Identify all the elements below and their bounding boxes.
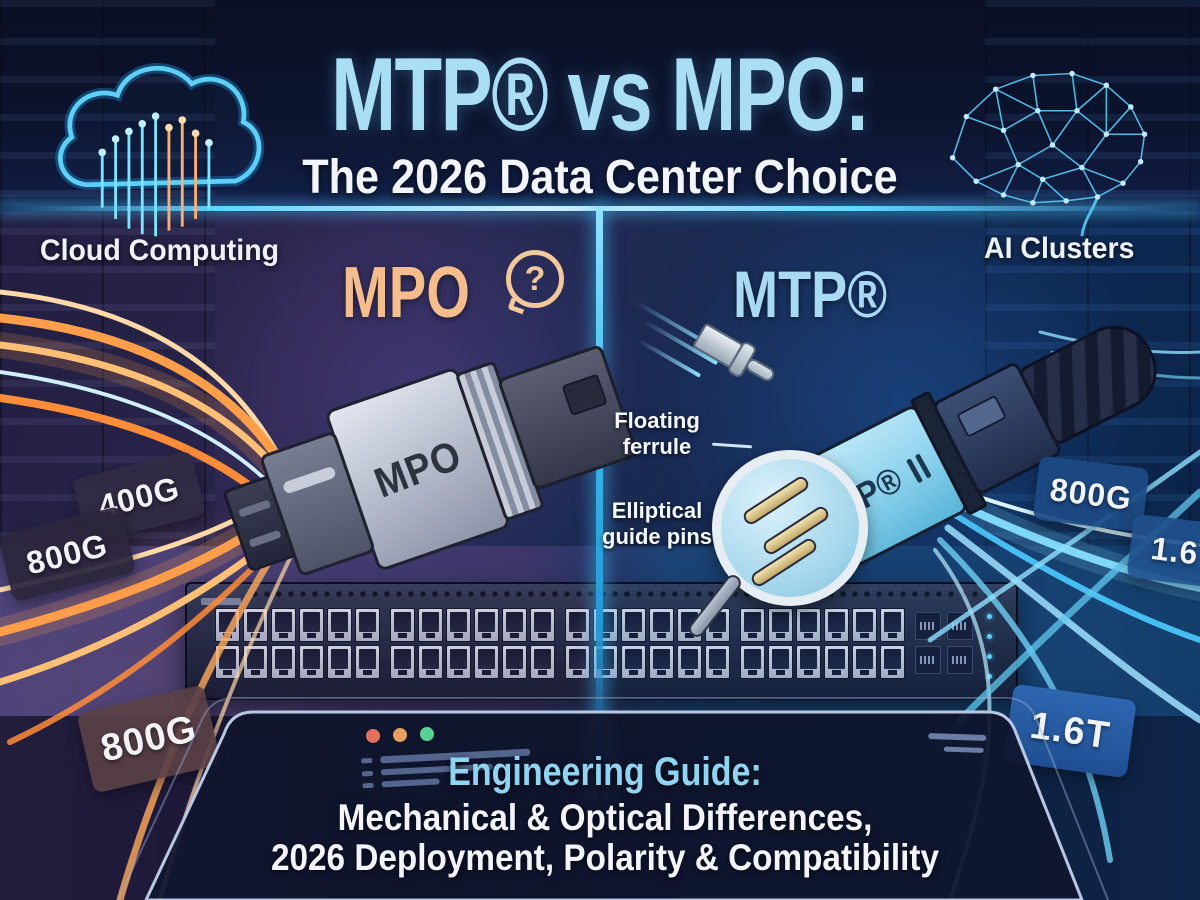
- rj45-port: [705, 608, 730, 642]
- left-context-label: Cloud Computing: [40, 234, 280, 267]
- page-title: MTP® vs MPO:: [331, 37, 870, 153]
- rj45-port: [327, 608, 352, 642]
- close-dot-icon: [365, 728, 381, 744]
- rj45-port: [355, 645, 380, 679]
- guide-line-1: Mechanical & Optical Differences,: [337, 797, 873, 838]
- rj45-port: [418, 608, 443, 642]
- rj45-port: [824, 645, 849, 679]
- rj45-port: [852, 608, 877, 642]
- rj45-port: [740, 608, 765, 642]
- rj45-port: [768, 645, 793, 679]
- guide-pins-annotation: Elliptical guide pins: [602, 498, 712, 549]
- rj45-port: [705, 645, 730, 679]
- rj45-port-group: [390, 608, 555, 679]
- guide-line-2: 2026 Deployment, Polarity & Compatibilit…: [270, 836, 940, 878]
- rj45-port: [796, 608, 821, 642]
- ferrule-pin: [743, 356, 777, 384]
- rj45-port: [502, 645, 527, 679]
- rj45-port: [677, 645, 702, 679]
- mtp-body-marks: [906, 453, 933, 484]
- window-traffic-lights: [365, 726, 435, 744]
- rj45-port: [880, 608, 905, 642]
- rj45-port: [621, 645, 646, 679]
- rj45-port: [327, 645, 352, 679]
- rj45-port: [390, 608, 415, 642]
- motion-streak: [636, 338, 702, 378]
- mpo-connector-slot: [281, 465, 337, 495]
- rj45-port: [474, 608, 499, 642]
- guide-heading: Engineering Guide:: [448, 750, 762, 794]
- rj45-port: [530, 608, 555, 642]
- engineering-guide-block: Engineering Guide: Mechanical & Optical …: [160, 750, 1050, 877]
- rj45-port: [446, 608, 471, 642]
- rj45-port-group: [565, 608, 730, 679]
- rj45-port: [649, 608, 674, 642]
- vertical-divider-line: [596, 208, 603, 804]
- right-context-label: AI Clusters: [984, 232, 1135, 265]
- rj45-port: [299, 608, 324, 642]
- network-switch: [185, 582, 1018, 700]
- rj45-port: [390, 645, 415, 679]
- rj45-port: [355, 608, 380, 642]
- mpo-connector-label: MPO: [367, 430, 468, 507]
- question-bubble-icon: ?: [506, 250, 564, 315]
- rj45-port: [299, 645, 324, 679]
- rj45-port: [418, 645, 443, 679]
- rj45-port: [852, 645, 877, 679]
- rj45-port: [502, 608, 527, 642]
- brain-icon: [935, 50, 1170, 245]
- rj45-port: [768, 608, 793, 642]
- maximize-dot-icon: [419, 726, 435, 742]
- page-subtitle: The 2026 Data Center Choice: [302, 151, 898, 204]
- mpo-section-label: MPO: [342, 253, 470, 333]
- rj45-port: [649, 645, 674, 679]
- dash-bar: [928, 732, 987, 742]
- rj45-port-group: [740, 608, 905, 679]
- rj45-port: [880, 645, 905, 679]
- rj45-port: [565, 608, 590, 642]
- ferrule-annotation: Floating ferrule: [614, 408, 700, 459]
- mtp-section-label: MTP®: [733, 257, 888, 331]
- question-mark: ?: [524, 259, 546, 298]
- rj45-port: [796, 645, 821, 679]
- magnifier-icon: [685, 450, 868, 641]
- rj45-port: [621, 608, 646, 642]
- rj45-port: [740, 645, 765, 679]
- header-band: [0, 0, 1200, 212]
- cloud-icon: [40, 40, 275, 245]
- rj45-port: [530, 645, 555, 679]
- rj45-port: [474, 645, 499, 679]
- badge-800g-right: 800G: [1032, 455, 1150, 533]
- minimize-dot-icon: [392, 727, 408, 743]
- rj45-port: [446, 645, 471, 679]
- rj45-port: [565, 645, 590, 679]
- rj45-port: [824, 608, 849, 642]
